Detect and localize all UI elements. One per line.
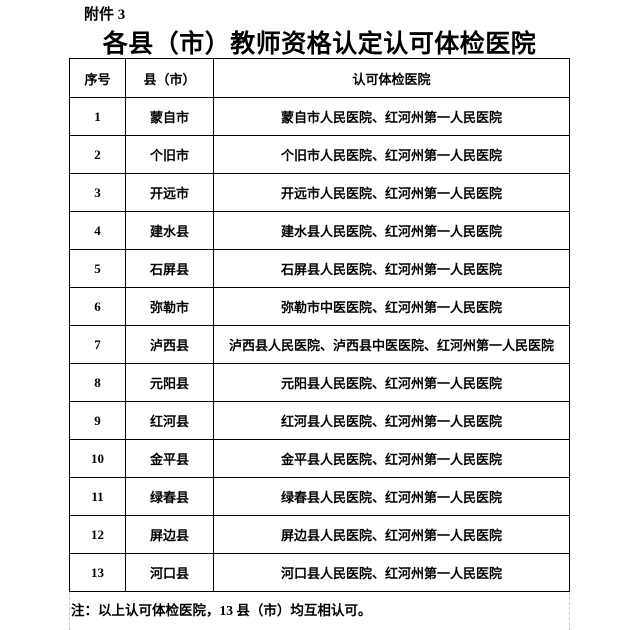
row-hospitals-cell: 建水县人民医院、红河州第一人民医院 [213,211,570,250]
text-boundary-left-dash [69,592,70,630]
row-hospitals-cell: 屏边县人民医院、红河州第一人民医院 [213,515,570,554]
row-county-cell: 个旧市 [125,135,214,174]
table-row: 10 金平县 金平县人民医院、红河州第一人民医院 [69,439,570,478]
row-no-cell: 7 [69,325,126,364]
row-county-cell: 石屏县 [125,249,214,288]
row-no-cell: 8 [69,363,126,402]
row-no-cell: 4 [69,211,126,250]
table-row: 3 开远市 开远市人民医院、红河州第一人民医院 [69,173,570,212]
header-row: 序号 县（市） 认可体检医院 [69,58,570,98]
footnote: 注：以上认可体检医院，13 县（市）均互相认可。 [71,603,372,618]
row-hospitals-cell: 石屏县人民医院、红河州第一人民医院 [213,249,570,288]
table-row: 4 建水县 建水县人民医院、红河州第一人民医院 [69,211,570,250]
hospital-table: 序号 县（市） 认可体检医院 1 蒙自市 蒙自市人民医院、红河州第一人民医院 2 个旧市… [69,58,570,592]
table-row: 9 红河县 红河县人民医院、红河州第一人民医院 [69,401,570,440]
row-hospitals-cell: 弥勒市中医医院、红河州第一人民医院 [213,287,570,326]
row-hospitals-cell: 个旧市人民医院、红河州第一人民医院 [213,135,570,174]
row-no-cell: 5 [69,249,126,288]
row-county-cell: 泸西县 [125,325,214,364]
row-county-cell: 弥勒市 [125,287,214,326]
table-body: 1 蒙自市 蒙自市人民医院、红河州第一人民医院 2 个旧市 个旧市人民医院、红河州第一人民… [69,97,570,592]
table-row: 2 个旧市 个旧市人民医院、红河州第一人民医院 [69,135,570,174]
table-row: 13 河口县 河口县人民医院、红河州第一人民医院 [69,553,570,592]
row-hospitals-cell: 绿春县人民医院、红河州第一人民医院 [213,477,570,516]
row-no-cell: 12 [69,515,126,554]
row-county-cell: 建水县 [125,211,214,250]
row-hospitals-cell: 开远市人民医院、红河州第一人民医院 [213,173,570,212]
row-county-cell: 金平县 [125,439,214,478]
row-no-cell: 9 [69,401,126,440]
row-county-cell: 元阳县 [125,363,214,402]
row-no-cell: 1 [69,97,126,136]
table-row: 11 绿春县 绿春县人民医院、红河州第一人民医院 [69,477,570,516]
table-row: 7 泸西县 泸西县人民医院、泸西县中医医院、红河州第一人民医院 [69,325,570,364]
header-cell-county: 县（市） [125,58,214,98]
row-no-cell: 2 [69,135,126,174]
row-county-cell: 屏边县 [125,515,214,554]
table-row: 12 屏边县 屏边县人民医院、红河州第一人民医院 [69,515,570,554]
row-no-cell: 3 [69,173,126,212]
table-header: 序号 县（市） 认可体检医院 [69,58,570,98]
row-no-cell: 11 [69,477,126,516]
table-row: 1 蒙自市 蒙自市人民医院、红河州第一人民医院 [69,97,570,136]
row-hospitals-cell: 泸西县人民医院、泸西县中医医院、红河州第一人民医院 [213,325,570,364]
table-row: 6 弥勒市 弥勒市中医医院、红河州第一人民医院 [69,287,570,326]
header-cell-no: 序号 [69,58,126,98]
row-county-cell: 红河县 [125,401,214,440]
row-county-cell: 河口县 [125,553,214,592]
row-no-cell: 6 [69,287,126,326]
row-hospitals-cell: 红河县人民医院、红河州第一人民医院 [213,401,570,440]
header-cell-hospitals: 认可体检医院 [213,58,570,98]
row-no-cell: 13 [69,553,126,592]
row-hospitals-cell: 金平县人民医院、红河州第一人民医院 [213,439,570,478]
attachment-label: 附件 3 [84,7,126,23]
row-county-cell: 绿春县 [125,477,214,516]
row-no-cell: 10 [69,439,126,478]
row-hospitals-cell: 河口县人民医院、红河州第一人民医院 [213,553,570,592]
page-title: 各县（市）教师资格认定认可体检医院 [102,31,537,58]
table-row: 5 石屏县 石屏县人民医院、红河州第一人民医院 [69,249,570,288]
row-hospitals-cell: 元阳县人民医院、红河州第一人民医院 [213,363,570,402]
row-county-cell: 蒙自市 [125,97,214,136]
row-hospitals-cell: 蒙自市人民医院、红河州第一人民医院 [213,97,570,136]
text-boundary-right-dash [569,592,570,630]
table-row: 8 元阳县 元阳县人民医院、红河州第一人民医院 [69,363,570,402]
row-county-cell: 开远市 [125,173,214,212]
